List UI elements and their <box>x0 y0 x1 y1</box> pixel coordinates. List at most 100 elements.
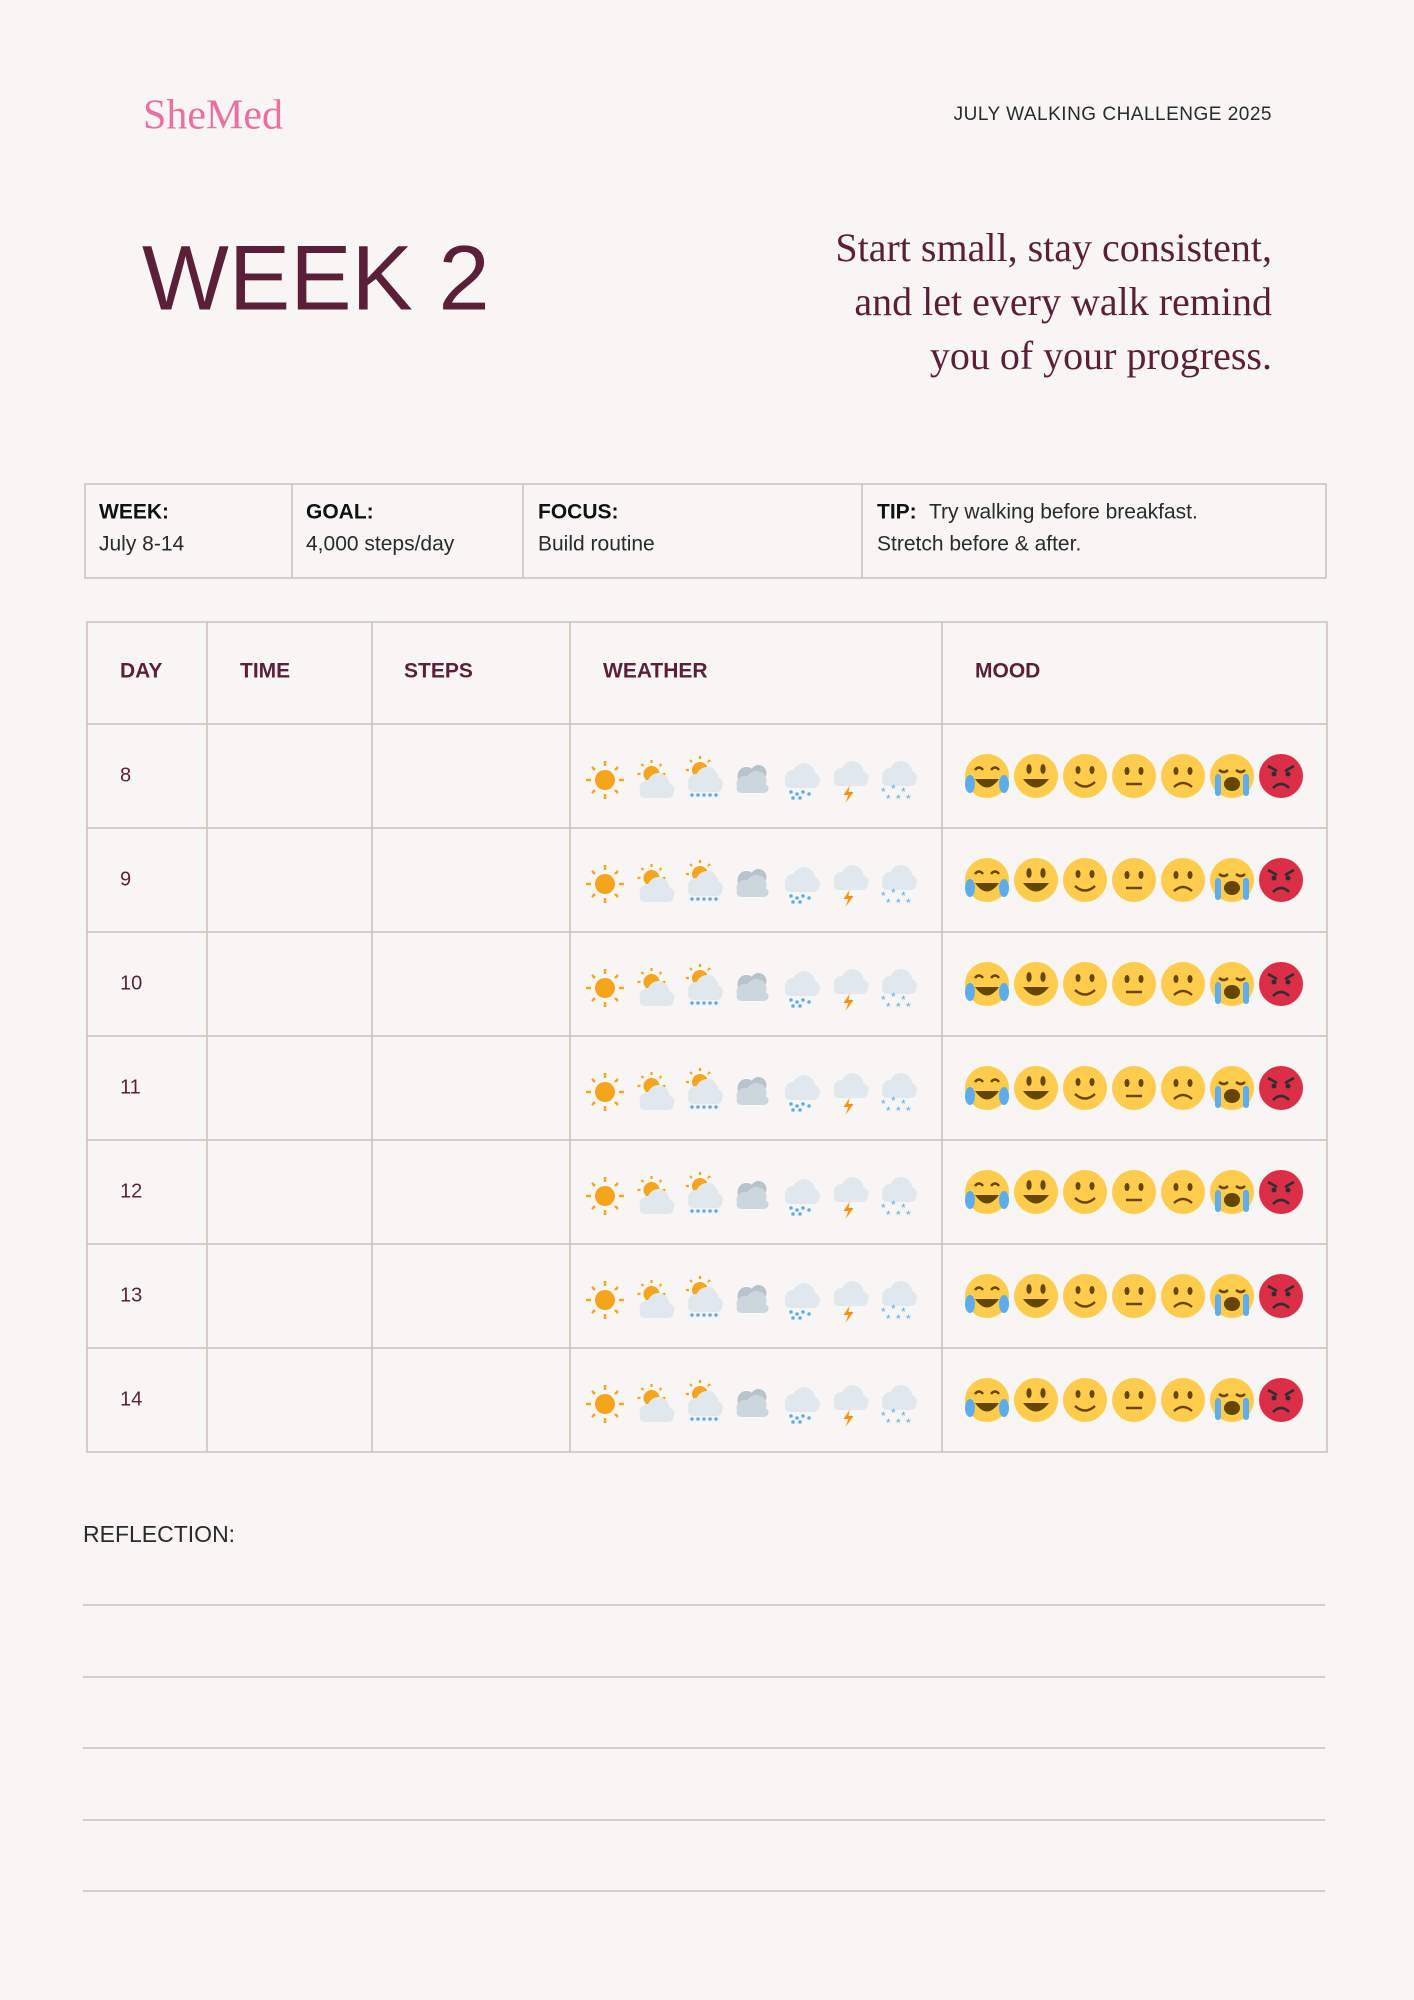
weather-icon <box>785 763 820 800</box>
mood-icon <box>1061 752 1109 800</box>
weather-icon <box>686 964 723 1005</box>
quote-line: you of your progress. <box>930 333 1272 378</box>
mood-icon <box>1159 856 1207 904</box>
mood-icon <box>963 752 1011 800</box>
weather-icon <box>584 967 626 1009</box>
weather-icon <box>584 1175 626 1217</box>
mood-icon <box>1110 752 1158 800</box>
mood-icon <box>1014 1274 1058 1318</box>
weather-icon <box>834 1281 869 1323</box>
weather-icon <box>737 1077 769 1105</box>
weather-icon <box>686 860 723 901</box>
weather-icon <box>638 968 675 1006</box>
mood-icon <box>1257 960 1305 1008</box>
weather-icon <box>638 1280 675 1318</box>
weather-icon <box>737 1181 769 1209</box>
day: 12 <box>120 1180 142 1202</box>
mood-icon <box>1208 1272 1256 1320</box>
mood-icon <box>1110 1272 1158 1320</box>
info-label: FOCUS: <box>538 501 619 524</box>
column-header: WEATHER <box>603 660 708 683</box>
info-label: TIP: <box>877 501 917 524</box>
weather-icon <box>686 1172 723 1213</box>
mood-icon <box>1014 1066 1058 1110</box>
weather-icon <box>638 1384 675 1422</box>
day: 14 <box>120 1388 142 1410</box>
mood-icon <box>1110 1168 1158 1216</box>
reflection-label: REFLECTION: <box>83 1521 235 1547</box>
weather-icon <box>638 1176 675 1214</box>
info-text: July 8-14 <box>99 533 185 556</box>
weather-icon <box>881 1385 917 1430</box>
mood-icon <box>963 1272 1011 1320</box>
mood-icon <box>1159 752 1207 800</box>
mood-icon <box>1061 856 1109 904</box>
weather-icon <box>785 1387 820 1424</box>
weather-icon <box>638 1072 675 1110</box>
mood-icon <box>1061 960 1109 1008</box>
weather-icon <box>834 761 869 803</box>
quote-line: Start small, stay consistent, <box>835 225 1272 270</box>
mood-icon <box>963 1168 1011 1216</box>
weather-icon <box>686 1068 723 1109</box>
mood-icon <box>1208 752 1256 800</box>
mood-icon <box>1159 1064 1207 1112</box>
mood-icon <box>1208 856 1256 904</box>
mood-icon <box>963 1064 1011 1112</box>
weather-icon <box>686 1380 723 1421</box>
weather-icon <box>638 864 675 902</box>
weather-icon <box>584 1071 626 1113</box>
mood-icon <box>1257 1272 1305 1320</box>
mood-icon <box>1159 1376 1207 1424</box>
day: 13 <box>120 1284 142 1306</box>
quote-line: and let every walk remind <box>854 279 1272 324</box>
weather-icon <box>584 1279 626 1321</box>
weather-icon <box>584 1383 626 1425</box>
weather-icon <box>686 1276 723 1317</box>
column-header: MOOD <box>975 660 1040 683</box>
weather-icon <box>638 760 675 798</box>
mood-icon <box>1110 1064 1158 1112</box>
weather-icon <box>584 759 626 801</box>
weather-icon <box>834 969 869 1011</box>
column-header: TIME <box>240 660 290 683</box>
mood-icon <box>1061 1064 1109 1112</box>
weather-icon <box>737 973 769 1001</box>
table-grid <box>87 622 1327 1452</box>
column-header: DAY <box>120 660 162 683</box>
weather-icon <box>881 1281 917 1326</box>
mood-icon <box>963 856 1011 904</box>
weather-icon <box>881 865 917 910</box>
mood-icon <box>1257 752 1305 800</box>
mood-icon <box>1061 1376 1109 1424</box>
mood-icon <box>963 1376 1011 1424</box>
mood-icon <box>1110 856 1158 904</box>
weather-icon <box>834 865 869 907</box>
day: 9 <box>120 868 131 890</box>
logo: SheMed <box>143 93 283 139</box>
column-header: STEPS <box>404 660 473 683</box>
info-text: Stretch before & after. <box>877 533 1081 556</box>
mood-icon <box>1014 858 1058 902</box>
weather-icon <box>881 1073 917 1118</box>
weather-icon <box>834 1073 869 1115</box>
info-label: WEEK: <box>99 501 169 524</box>
weather-icon <box>737 1285 769 1313</box>
log-table <box>86 621 1328 1453</box>
weather-icon <box>785 1283 820 1320</box>
info-text: 4,000 steps/day <box>306 533 455 556</box>
mood-icon <box>1014 1170 1058 1214</box>
weather-icon <box>584 863 626 905</box>
mood-icon <box>1014 962 1058 1006</box>
weather-icon <box>785 1179 820 1216</box>
mood-icon <box>1257 1168 1305 1216</box>
mood-icon <box>1061 1272 1109 1320</box>
mood-icon <box>1159 1272 1207 1320</box>
weather-icon <box>881 761 917 806</box>
weather-icon <box>834 1177 869 1219</box>
mood-icon <box>1257 1064 1305 1112</box>
weather-icon <box>881 1177 917 1222</box>
weather-icon <box>881 969 917 1014</box>
weather-icon <box>834 1385 869 1427</box>
mood-icon <box>1110 960 1158 1008</box>
